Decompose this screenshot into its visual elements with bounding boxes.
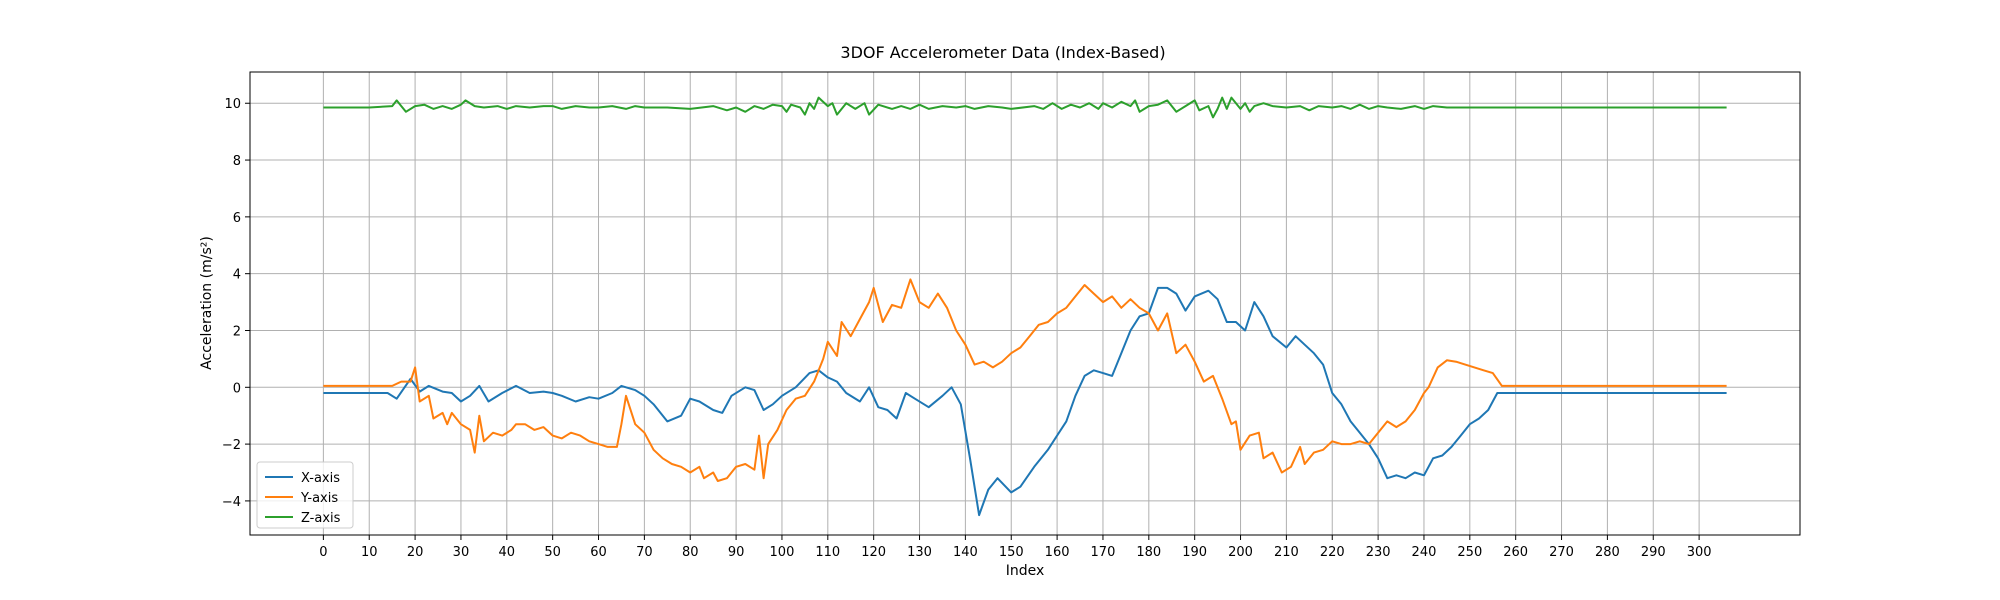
x-tick-label: 0 (319, 545, 327, 560)
x-tick-label: 150 (999, 545, 1024, 560)
x-tick-label: 80 (682, 545, 699, 560)
legend-label: X-axis (301, 471, 340, 486)
y-tick-label: 10 (224, 97, 241, 112)
x-tick-label: 170 (1091, 545, 1116, 560)
x-tick-label: 180 (1136, 545, 1161, 560)
x-tick-label: 140 (953, 545, 978, 560)
y-tick-label: −2 (222, 438, 241, 453)
x-tick-label: 20 (407, 545, 424, 560)
chart-title: 3DOF Accelerometer Data (Index-Based) (840, 43, 1165, 62)
x-tick-label: 250 (1457, 545, 1482, 560)
x-tick-label: 60 (590, 545, 607, 560)
x-tick-label: 280 (1595, 545, 1620, 560)
x-tick-label: 120 (861, 545, 886, 560)
x-tick-label: 90 (728, 545, 745, 560)
x-tick-label: 240 (1412, 545, 1437, 560)
x-tick-label: 70 (636, 545, 653, 560)
y-tick-label: 4 (233, 268, 241, 283)
x-tick-label: 290 (1641, 545, 1666, 560)
x-tick-label: 30 (453, 545, 470, 560)
legend-label: Y-axis (300, 491, 338, 506)
x-tick-label: 300 (1687, 545, 1712, 560)
x-tick-label: 40 (499, 545, 516, 560)
legend: X-axis Y-axis Z-axis (256, 461, 354, 529)
y-tick-label: −4 (222, 495, 241, 510)
y-axis-label: Acceleration (m/s²) (199, 236, 215, 370)
x-tick-label: 190 (1182, 545, 1207, 560)
x-axis-ticks: 0 10 20 30 40 50 60 70 80 90 100 110 120 130 140 150 160… (319, 535, 1712, 560)
legend-box (256, 461, 354, 529)
y-tick-label: 0 (233, 381, 241, 396)
x-tick-label: 110 (815, 545, 840, 560)
x-tick-label: 100 (770, 545, 795, 560)
y-tick-label: 2 (233, 324, 241, 339)
x-tick-label: 160 (1045, 545, 1070, 560)
x-tick-label: 260 (1503, 545, 1528, 560)
x-axis-label: Index (1006, 563, 1045, 579)
series-line-3 (323, 96, 1727, 119)
y-axis-ticks: −4 −2 0 2 4 6 8 10 (222, 97, 250, 510)
x-tick-label: 10 (361, 545, 378, 560)
x-tick-label: 50 (544, 545, 561, 560)
legend-label: Z-axis (301, 511, 341, 526)
x-tick-label: 230 (1366, 545, 1391, 560)
x-tick-label: 210 (1274, 545, 1299, 560)
series-lines (323, 96, 1727, 517)
x-tick-label: 270 (1549, 545, 1574, 560)
series-line-2 (323, 278, 1727, 482)
y-tick-label: 8 (233, 154, 241, 169)
y-tick-label: 6 (233, 211, 241, 226)
x-tick-label: 130 (907, 545, 932, 560)
series-line-1 (323, 286, 1727, 517)
grid-lines (250, 72, 1800, 535)
x-tick-label: 200 (1228, 545, 1253, 560)
x-tick-label: 220 (1320, 545, 1345, 560)
plot-frame (249, 71, 1801, 536)
